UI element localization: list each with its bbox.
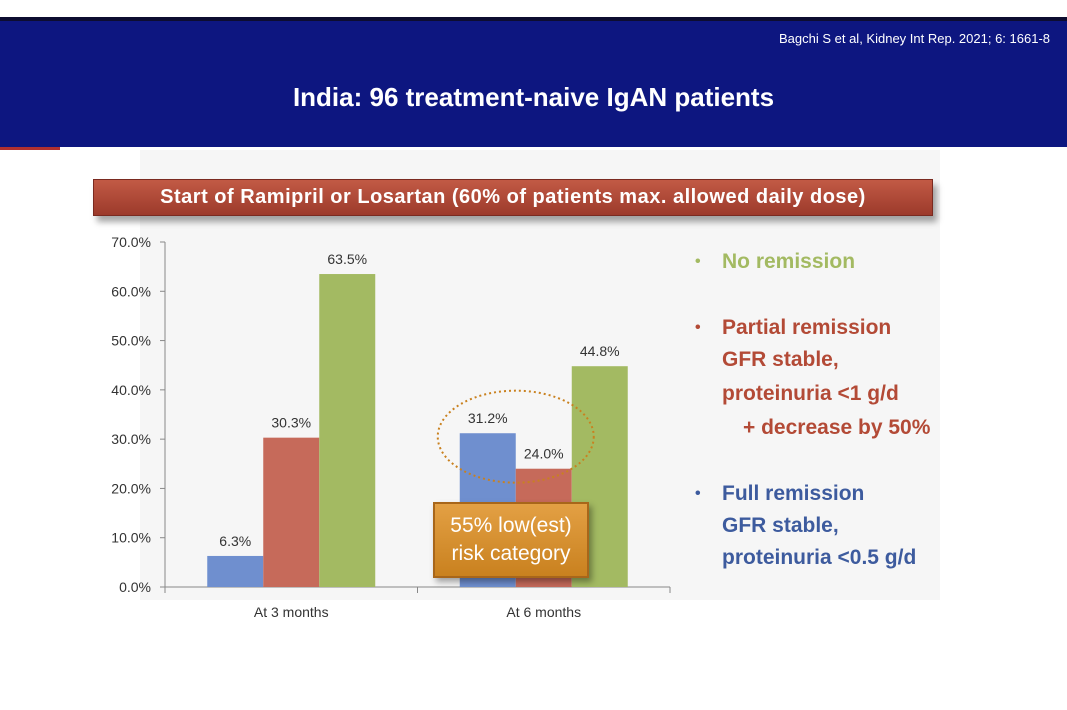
legend-bullet: •	[695, 319, 701, 336]
legend-full-remission-line3: proteinuria <0.5 g/d	[722, 546, 917, 569]
legend-partial-remission-title: Partial remission	[722, 316, 892, 339]
y-tick-label: 0.0%	[119, 579, 151, 595]
slide-title: India: 96 treatment-naive IgAN patients	[292, 82, 775, 112]
y-tick-label: 70.0%	[111, 234, 151, 250]
data-label: 24.0%	[524, 446, 564, 462]
legend-full-remission-title: Full remission	[722, 482, 865, 505]
x-category-label: At 3 months	[254, 604, 329, 620]
y-tick-label: 10.0%	[111, 530, 151, 546]
data-label: 63.5%	[327, 251, 367, 267]
legend-partial-remission-line2: GFR stable,	[722, 348, 839, 371]
risk-line-1: 55% low(est)	[450, 514, 572, 537]
data-label: 31.2%	[468, 410, 508, 426]
citation: Bagchi S et al, Kidney Int Rep. 2021; 6:…	[778, 31, 1050, 46]
slide-header: Bagchi S et al, Kidney Int Rep. 2021; 6:…	[0, 21, 1067, 147]
low-risk-annotation-box: 55% low(est) risk category	[433, 502, 589, 578]
treatment-banner: Start of Ramipril or Losartan (60% of pa…	[93, 179, 933, 216]
top-border	[0, 17, 1067, 21]
banner-text: Start of Ramipril or Losartan (60% of pa…	[160, 186, 866, 208]
legend-bullet: •	[695, 485, 701, 502]
legend-bullet: •	[695, 253, 701, 270]
legend-partial-remission-line3: proteinuria <1 g/d	[722, 382, 899, 405]
y-tick-label: 30.0%	[111, 431, 151, 447]
data-label: 6.3%	[219, 533, 251, 549]
y-tick-label: 40.0%	[111, 382, 151, 398]
y-tick-label: 20.0%	[111, 480, 151, 496]
risk-line-2: risk category	[451, 542, 571, 565]
legend-full-remission-line2: GFR stable,	[722, 514, 839, 537]
bar-full-remission	[207, 555, 264, 587]
highlight-ellipse	[436, 389, 595, 484]
data-label: 30.3%	[271, 415, 311, 431]
x-category-label: At 6 months	[506, 604, 581, 620]
legend-partial-remission-line4: + decrease by 50%	[743, 416, 931, 439]
remission-bar-chart: 0.0% 10.0% 20.0% 30.0% 40.0% 50.0% 60.0% 70.0% 6…	[111, 234, 671, 620]
bar-no-remission	[319, 274, 376, 587]
bar-partial-remission	[263, 437, 320, 587]
y-tick-label: 60.0%	[111, 283, 151, 299]
accent-line	[0, 147, 60, 150]
legend-no-remission-title: No remission	[722, 250, 856, 273]
y-tick-label: 50.0%	[111, 333, 151, 349]
data-label: 44.8%	[580, 343, 620, 359]
